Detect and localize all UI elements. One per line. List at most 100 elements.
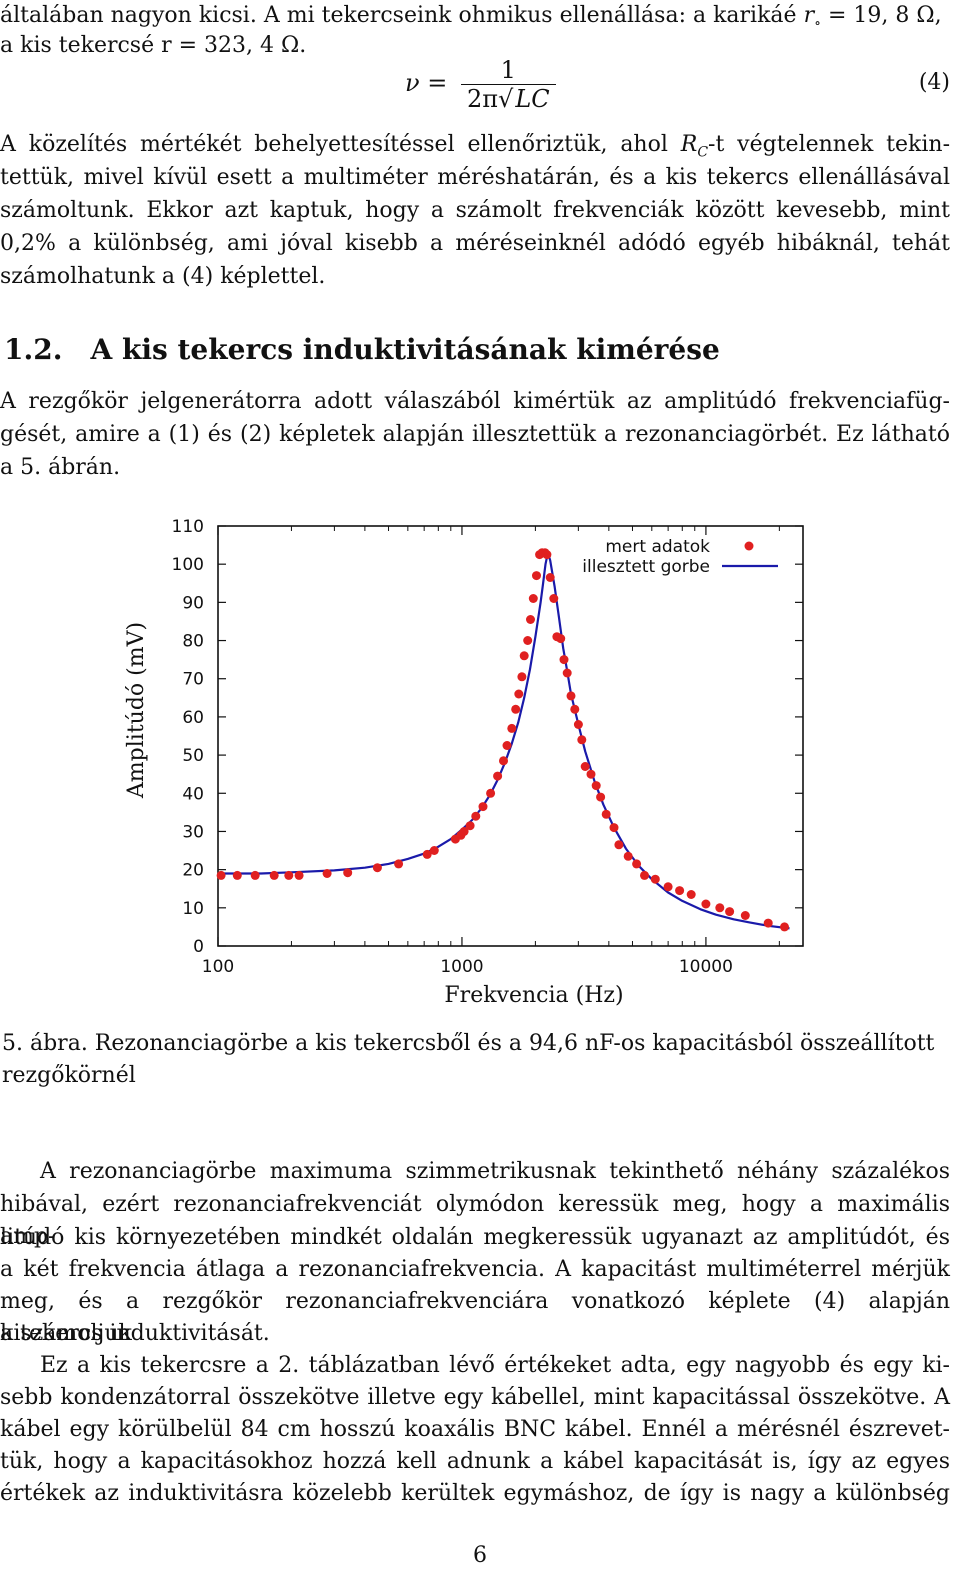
data-point xyxy=(519,651,529,661)
data-point xyxy=(232,870,242,880)
data-point xyxy=(556,634,566,644)
paragraph4-line-1: Ez a kis tekercsre a 2. táblázatban lévő… xyxy=(40,1353,950,1378)
paragraph4-line-3: kábel egy körülbelül 84 cm hosszú koaxál… xyxy=(0,1417,950,1442)
chart-axes xyxy=(217,525,804,947)
data-point xyxy=(725,907,735,917)
y-tick-label: 100 xyxy=(172,555,204,575)
x-axis-label: Frekvencia (Hz) xyxy=(444,983,623,1008)
section-title: A kis tekercs induktivitásának kimérése xyxy=(90,333,720,366)
data-point xyxy=(269,870,279,880)
paragraph3-line-6: a tekercs induktivitását. xyxy=(0,1321,270,1346)
chart-series xyxy=(216,548,790,932)
paragraph3-line-5: meg, és a rezgőkör rezonanciafrekvenciár… xyxy=(0,1289,950,1346)
data-point xyxy=(640,870,649,880)
paragraph1-line-5: számolhatunk a (4) képlettel. xyxy=(0,264,326,289)
data-point xyxy=(663,882,673,892)
paragraph1-line-3: számoltunk. Ekkor azt kaptuk, hogy a szá… xyxy=(0,198,950,223)
data-point xyxy=(294,870,304,880)
caption-label: 5. ábra. xyxy=(2,1031,88,1056)
data-point xyxy=(566,691,576,701)
data-point xyxy=(465,821,475,831)
paragraph1-line-2: tettük, mivel kívül esett a multiméter m… xyxy=(0,165,950,190)
y-tick-label: 40 xyxy=(182,784,204,804)
data-point xyxy=(591,781,601,791)
intro-line-2: a kis tekercsé r = 323, 4 Ω. xyxy=(0,33,307,58)
caption-text: Rezonanciagörbe a kis tekercsből és a 94… xyxy=(2,1031,935,1088)
data-point xyxy=(596,792,606,802)
equation-numerator: 1 xyxy=(460,56,556,85)
data-point xyxy=(562,668,572,678)
data-point xyxy=(542,550,552,560)
equation-lhs: ν = xyxy=(405,69,448,97)
paragraph1-line-1-rest: -t végtelennek tekin- xyxy=(708,132,950,157)
data-point xyxy=(573,720,583,729)
page-number: 6 xyxy=(473,1543,487,1568)
data-point xyxy=(429,846,439,855)
y-tick-label: 110 xyxy=(172,517,204,537)
data-point xyxy=(502,741,512,750)
paragraph1-line-1-text: A közelítés mértékét behelyettesítéssel … xyxy=(0,132,681,157)
data-point xyxy=(545,573,555,582)
equation-denominator: 2π√LC xyxy=(461,84,556,113)
paragraph2-line-3: a 5. ábrán. xyxy=(0,455,121,480)
y-tick-label: 90 xyxy=(182,593,204,613)
data-point xyxy=(601,809,611,819)
data-point xyxy=(577,735,587,745)
x-tick-label: 10000 xyxy=(679,957,733,977)
paragraph4-line-5: értékek az induktivitásra közelebb kerül… xyxy=(0,1481,950,1506)
paragraph3-line-2: hibával, ezért rezonanciafrekvenciát oly… xyxy=(0,1192,950,1249)
y-axis-label: Amplitúdó (mV) xyxy=(124,622,149,799)
x-tick-label: 1000 xyxy=(440,957,483,977)
data-point xyxy=(499,756,508,766)
data-point xyxy=(549,594,559,603)
rc-symbol: R xyxy=(680,132,698,157)
y-tick-label: 50 xyxy=(182,746,204,766)
data-point xyxy=(586,769,596,779)
figure-caption: 5. ábra. Rezonanciagörbe a kis tekercsbő… xyxy=(2,1028,947,1092)
legend-label: illesztett gorbe xyxy=(582,557,710,577)
data-point xyxy=(471,811,481,821)
equation-4: ν = 1 2π√LC xyxy=(405,56,556,113)
data-point xyxy=(609,823,619,833)
data-point xyxy=(780,922,789,932)
fit-curve xyxy=(218,551,790,930)
data-point xyxy=(372,863,382,873)
data-point xyxy=(486,788,496,798)
x-tick-label: 100 xyxy=(202,957,234,977)
paragraph3-line-1: A rezonanciagörbe maximuma szimmetrikusn… xyxy=(40,1159,950,1184)
intro-r-subscript: ∘ xyxy=(814,15,821,32)
data-point xyxy=(740,911,750,920)
data-point xyxy=(701,899,711,909)
paragraph3-line-3: litúdó kis környezetében mindkét oldalán… xyxy=(0,1225,950,1250)
legend-label: mert adatok xyxy=(605,537,710,557)
data-point xyxy=(507,723,517,733)
equation-fraction: 1 2π√LC xyxy=(460,56,556,113)
section-number: 1.2. xyxy=(4,333,63,366)
paragraph1-line-1: A közelítés mértékét behelyettesítéssel … xyxy=(0,129,950,168)
y-tick-label: 80 xyxy=(182,632,204,652)
data-point xyxy=(526,615,535,624)
data-point xyxy=(580,762,590,771)
legend-marker-points xyxy=(744,541,754,551)
y-tick-labels: 0 10 20 30 40 50 60 70 80 90 100 110 xyxy=(172,517,204,957)
equation-den-prefix: 2π xyxy=(466,85,499,113)
data-point xyxy=(614,840,624,850)
y-tick-label: 70 xyxy=(182,670,204,690)
paragraph4-line-4: tük, hogy a kapacitásokhoz hozzá kell ad… xyxy=(0,1449,950,1474)
data-point xyxy=(523,636,533,645)
data-point xyxy=(528,594,538,603)
data-point xyxy=(532,571,541,581)
equation-root: LC xyxy=(513,84,550,113)
intro-r-symbol: r xyxy=(803,3,815,28)
data-point xyxy=(517,672,527,682)
data-point xyxy=(514,689,524,699)
data-point xyxy=(422,849,432,859)
paragraph2-line-2: gését, amire a (1) és (2) képletek alapj… xyxy=(0,422,950,447)
y-tick-label: 10 xyxy=(182,899,204,919)
intro-line-1-value: = 19, 8 Ω, xyxy=(820,3,942,28)
y-tick-label: 30 xyxy=(182,822,204,842)
data-point xyxy=(632,859,642,869)
data-point xyxy=(623,851,633,861)
data-point xyxy=(322,869,332,878)
